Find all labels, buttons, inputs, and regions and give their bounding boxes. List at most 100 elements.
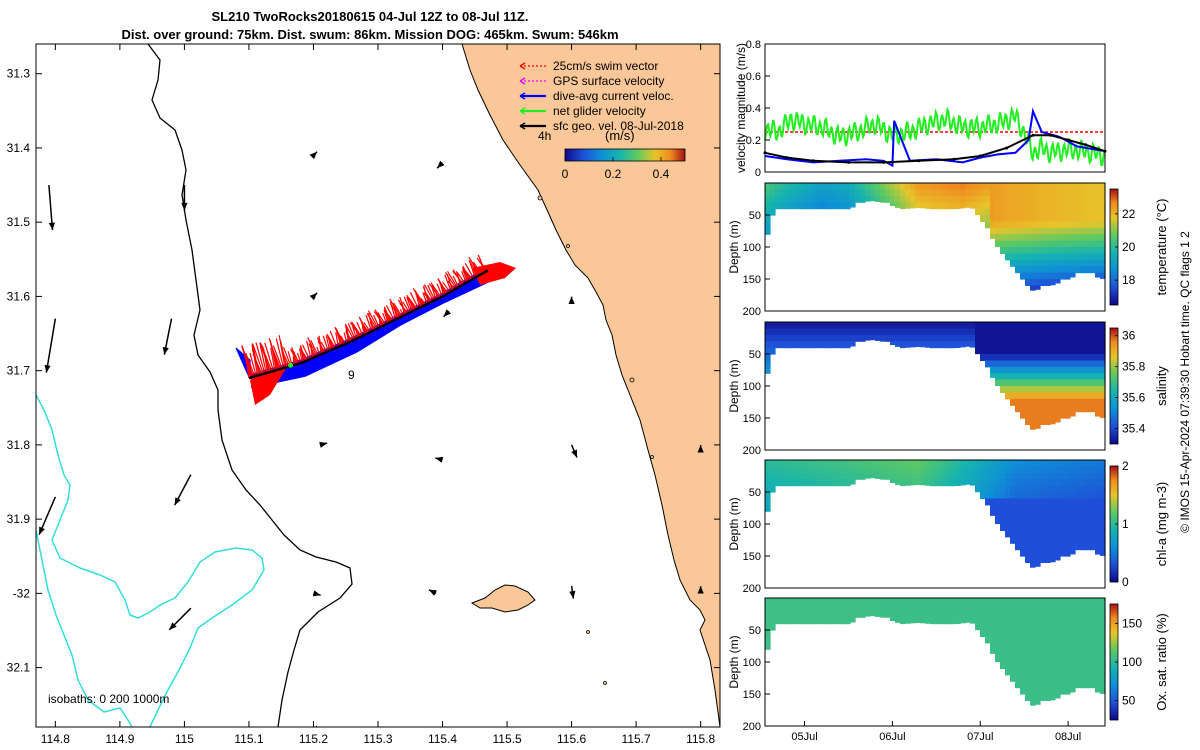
section-cell <box>1055 373 1061 381</box>
section-cell <box>905 479 911 486</box>
section-cell <box>1095 272 1101 278</box>
section-cell <box>765 642 771 650</box>
section-cell <box>1045 662 1051 669</box>
section-cell <box>1045 418 1051 425</box>
section-cell <box>810 322 816 329</box>
section-cell <box>935 466 941 474</box>
section-cell <box>990 322 996 329</box>
section-cell <box>1065 681 1071 689</box>
swim-vector <box>322 335 329 352</box>
section-cell <box>980 195 986 203</box>
section-cell <box>1000 334 1006 342</box>
section-cell <box>1040 227 1046 235</box>
section-cell <box>1000 524 1006 531</box>
section-cell <box>940 598 946 605</box>
section-cell <box>830 617 836 625</box>
section-cell <box>915 460 921 467</box>
section-cell <box>935 460 941 467</box>
swim-vector <box>326 336 335 350</box>
section-cell <box>765 479 771 487</box>
swim-vector <box>349 322 361 338</box>
section-cell <box>1035 215 1041 222</box>
section-cell <box>810 610 816 618</box>
swim-vector <box>255 342 266 374</box>
section-cell <box>1090 460 1096 467</box>
section-cell <box>955 322 961 329</box>
section-cell <box>875 598 881 605</box>
section-ytick-label: 200 <box>743 306 761 318</box>
section-cell <box>1085 504 1091 512</box>
section-cell <box>1100 524 1106 531</box>
section-cell <box>1100 617 1106 625</box>
section-cell <box>1030 347 1036 355</box>
section-cell <box>925 472 931 480</box>
map-colorbar-ticks: 0 0.2 0.4 <box>562 157 670 181</box>
section-cell <box>1055 498 1061 506</box>
section-cell <box>1095 504 1101 512</box>
section-cell <box>1025 642 1031 650</box>
geo-vector-head <box>435 456 444 463</box>
section-cell <box>1090 681 1096 689</box>
section-cell <box>1100 687 1106 694</box>
section-cell <box>1020 466 1026 474</box>
legend-label: net glider velocity <box>553 104 646 118</box>
section-cell <box>895 328 901 336</box>
section-cell <box>1010 354 1016 361</box>
section-cell <box>1030 694 1036 701</box>
section-cell <box>1025 492 1031 499</box>
section-cell <box>815 479 821 487</box>
section-cell <box>1100 649 1106 657</box>
section-cell <box>1075 334 1081 342</box>
section-cell <box>1040 636 1046 644</box>
section-cell <box>1015 662 1021 669</box>
section-cells <box>765 183 1106 291</box>
section-cell <box>1010 530 1016 538</box>
section-cell <box>840 617 846 625</box>
section-cell <box>1005 636 1011 644</box>
section-cell <box>1070 266 1076 274</box>
section-cell <box>795 322 801 329</box>
section-cell <box>1020 379 1026 387</box>
section-cell <box>915 183 921 190</box>
section-ytick-label: 200 <box>743 583 761 595</box>
section-cell <box>790 610 796 618</box>
section-cell <box>765 227 771 235</box>
section-cell <box>1025 398 1031 406</box>
section-cell <box>1005 524 1011 531</box>
section-cell <box>1070 373 1076 381</box>
section-cell <box>975 328 981 336</box>
section-cell <box>1010 360 1016 368</box>
section-cell <box>1070 234 1076 242</box>
section-colorbar-label: 35.8 <box>1122 360 1146 374</box>
section-cell <box>1040 366 1046 374</box>
section-cell <box>1005 511 1011 519</box>
section-cell <box>815 195 821 203</box>
section-cell <box>1065 517 1071 525</box>
section-cell <box>1090 195 1096 203</box>
section-cell <box>775 472 781 480</box>
section-cell <box>765 636 771 644</box>
section-cell <box>780 610 786 618</box>
section-cell <box>1040 221 1046 229</box>
swim-vector <box>300 349 309 361</box>
section-cell <box>970 322 976 329</box>
section-cell <box>780 189 786 197</box>
section-cell <box>950 328 956 336</box>
section-cell <box>1045 479 1051 487</box>
section-cells <box>765 322 1106 430</box>
section-cell <box>1050 655 1056 663</box>
legend-entry: net glider velocity <box>519 104 646 118</box>
section-cell <box>1035 183 1041 190</box>
section-cell <box>990 642 996 650</box>
section-cell <box>1035 642 1041 650</box>
section-cell <box>805 195 811 203</box>
section-cell <box>1020 195 1026 203</box>
section-cell <box>845 183 851 190</box>
swim-vector <box>344 323 355 341</box>
section-cell <box>885 598 891 605</box>
section-cell <box>1075 215 1081 222</box>
section-cell <box>835 183 841 190</box>
section-cell <box>780 472 786 480</box>
section-cell <box>765 221 771 229</box>
